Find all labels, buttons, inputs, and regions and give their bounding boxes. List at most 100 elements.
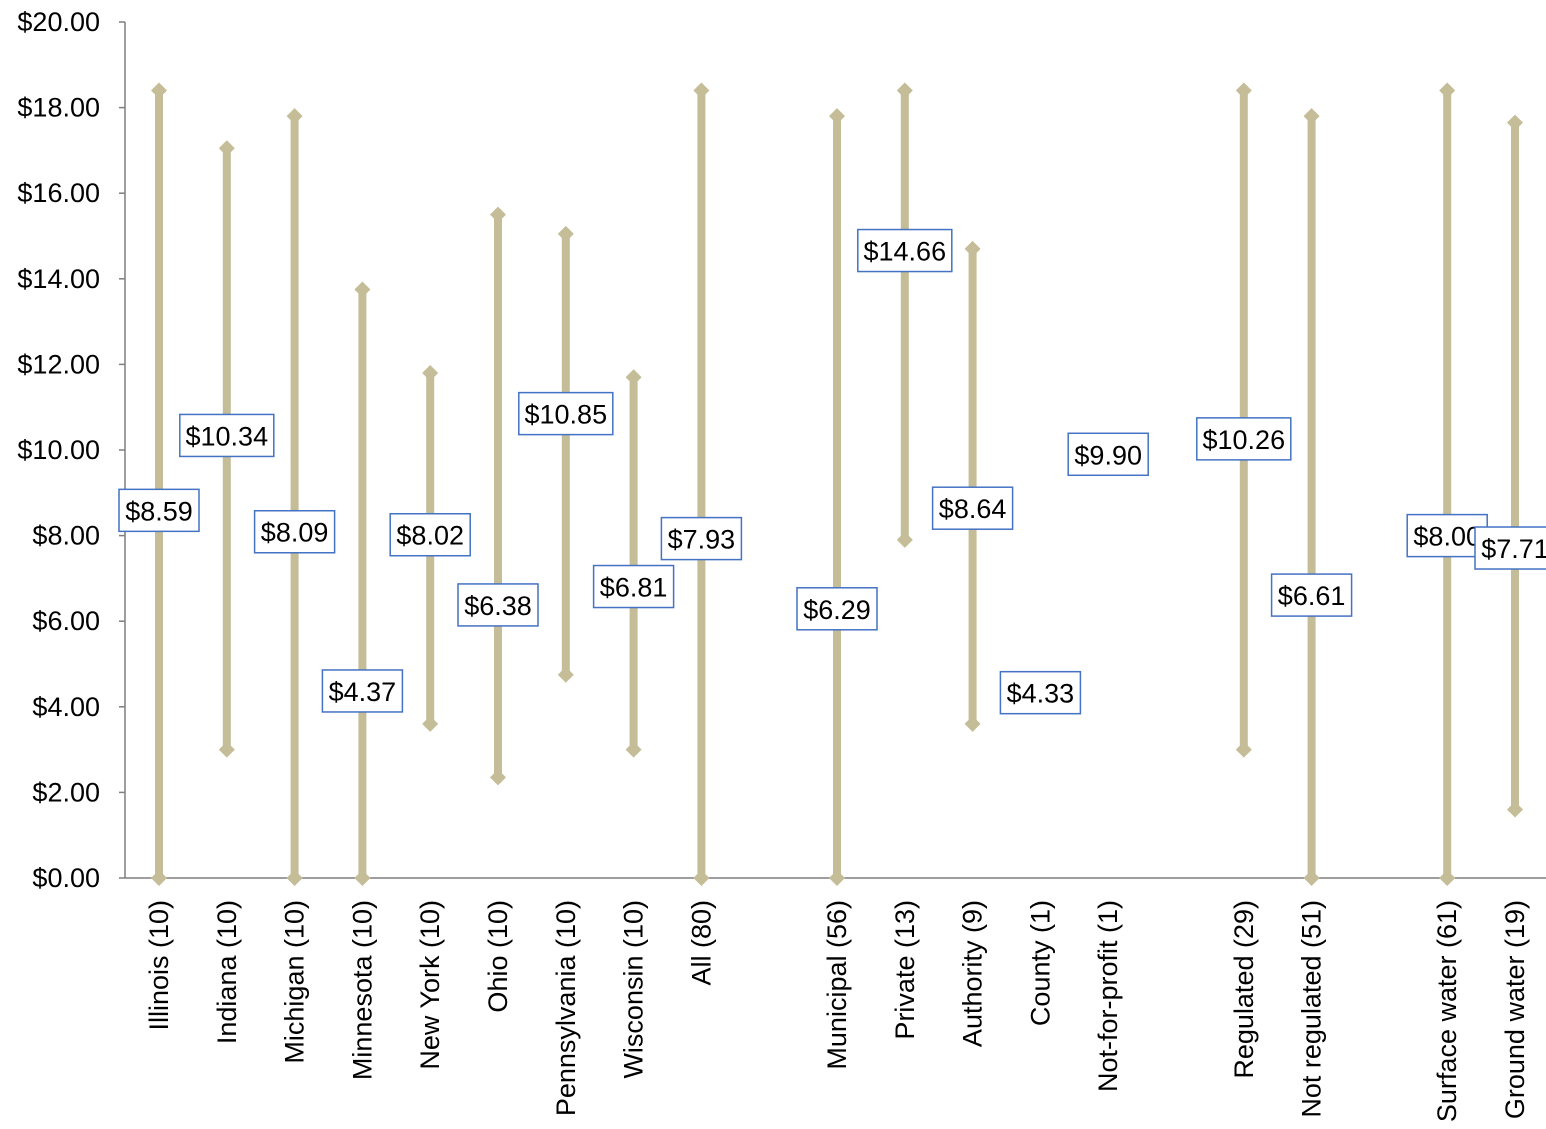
max-marker [896,82,913,99]
average-label: $8.09 [253,509,336,554]
average-label: $6.29 [796,587,878,631]
min-marker [286,870,303,886]
x-category-label: Illinois (10) [144,900,174,1031]
x-category-label: Authority (9) [958,900,988,1047]
max-marker [286,108,303,125]
average-label: $7.71 [1474,526,1546,570]
range-series [151,82,1523,886]
y-axis: $0.00 $2.00 $4.00 $6.00 $8.00 $10.00 $12.00 $14… [17,7,126,893]
average-label-text: $7.71 [1481,534,1546,564]
average-label-text: $6.29 [803,595,871,625]
x-category-label: County (1) [1025,900,1055,1026]
y-tick-label: $20.00 [17,7,100,37]
max-marker [1303,108,1320,125]
min-marker [490,769,506,786]
x-category-label: All (80) [686,900,716,986]
average-label-box [118,488,200,533]
x-category-label: Indiana (10) [212,900,242,1044]
average-label: $4.37 [321,669,404,713]
x-category-label: Private (13) [890,900,920,1040]
average-label: $7.93 [660,516,743,561]
x-category-label: Wisconsin (10) [619,900,649,1079]
y-tick-label: $12.00 [17,349,100,379]
y-tick-label: $10.00 [17,435,100,465]
x-category-label: Minnesota (10) [347,900,377,1080]
average-label-box [1270,573,1353,617]
average-label-box [999,670,1082,715]
average-label: $6.38 [457,583,539,627]
y-tick-label: $2.00 [32,777,100,807]
min-marker [625,741,642,758]
min-marker [354,870,371,886]
average-label-text: $7.93 [668,525,736,555]
average-label-text: $8.09 [261,518,329,548]
min-marker [151,870,167,886]
max-marker [1507,114,1523,131]
average-label-text: $10.34 [186,421,269,451]
average-label: $8.02 [389,512,471,557]
average-label-text: $6.61 [1278,581,1346,611]
x-category-label: Michigan (10) [280,900,310,1064]
average-label-text: $10.26 [1203,425,1286,455]
average-label-box [457,583,539,627]
y-tick-label: $14.00 [17,264,100,294]
max-marker [1235,82,1252,99]
average-label-box [931,486,1014,530]
x-category-label: Municipal (56) [822,900,852,1070]
x-category-label: Ground water (19) [1500,900,1530,1119]
average-label: $14.66 [857,228,953,273]
min-marker [1507,801,1523,818]
y-tick-label: $16.00 [17,178,100,208]
max-marker [557,225,574,242]
average-label-box [389,512,471,557]
average-label-box [518,391,614,436]
max-marker [693,82,710,99]
average-label: $4.33 [999,670,1082,715]
average-label: $8.64 [931,486,1014,530]
average-label-box [592,564,675,609]
average-label-box [179,413,275,458]
average-label: $6.81 [592,564,675,609]
min-marker [896,531,913,548]
average-label: $10.85 [518,391,614,436]
x-category-label: Pennsylvania (10) [551,900,581,1116]
min-marker [829,870,845,886]
average-label-box [660,516,743,561]
max-marker [218,140,235,157]
average-label: $9.90 [1067,432,1149,477]
x-category-label: Surface water (61) [1432,900,1462,1122]
max-marker [964,240,981,257]
max-marker [151,82,167,99]
min-marker [1235,741,1252,758]
min-marker [693,870,710,886]
average-labels: $8.59 $10.34 $8.09 $4.37 $8.02 $6.38 $10.85 $6.… [118,228,1546,715]
average-label-box [253,509,336,554]
min-marker [218,741,235,758]
y-tick-label: $6.00 [32,606,100,636]
average-label: $8.59 [118,488,200,533]
x-category-label: Ohio (10) [483,900,513,1013]
max-marker [829,108,845,125]
max-marker [490,206,506,223]
min-marker [557,666,574,683]
min-marker [964,715,981,732]
average-label-text: $10.85 [525,400,608,430]
average-label-box [1196,417,1292,461]
average-label-text: $8.02 [396,521,464,551]
average-label: $10.26 [1196,417,1292,461]
y-tick-label: $4.00 [32,692,100,722]
y-tick-label: $8.00 [32,521,100,551]
min-marker [1303,870,1320,886]
min-marker [1439,870,1456,886]
max-marker [625,369,642,386]
min-marker [422,715,439,732]
y-tick-label: $0.00 [32,863,100,893]
average-label-box [1474,526,1546,570]
average-label-text: $14.66 [864,237,947,267]
y-tick-label: $18.00 [17,93,100,123]
average-label-box [1067,432,1149,477]
average-label: $6.61 [1270,573,1353,617]
max-marker [422,364,439,381]
average-label-box [321,669,404,713]
